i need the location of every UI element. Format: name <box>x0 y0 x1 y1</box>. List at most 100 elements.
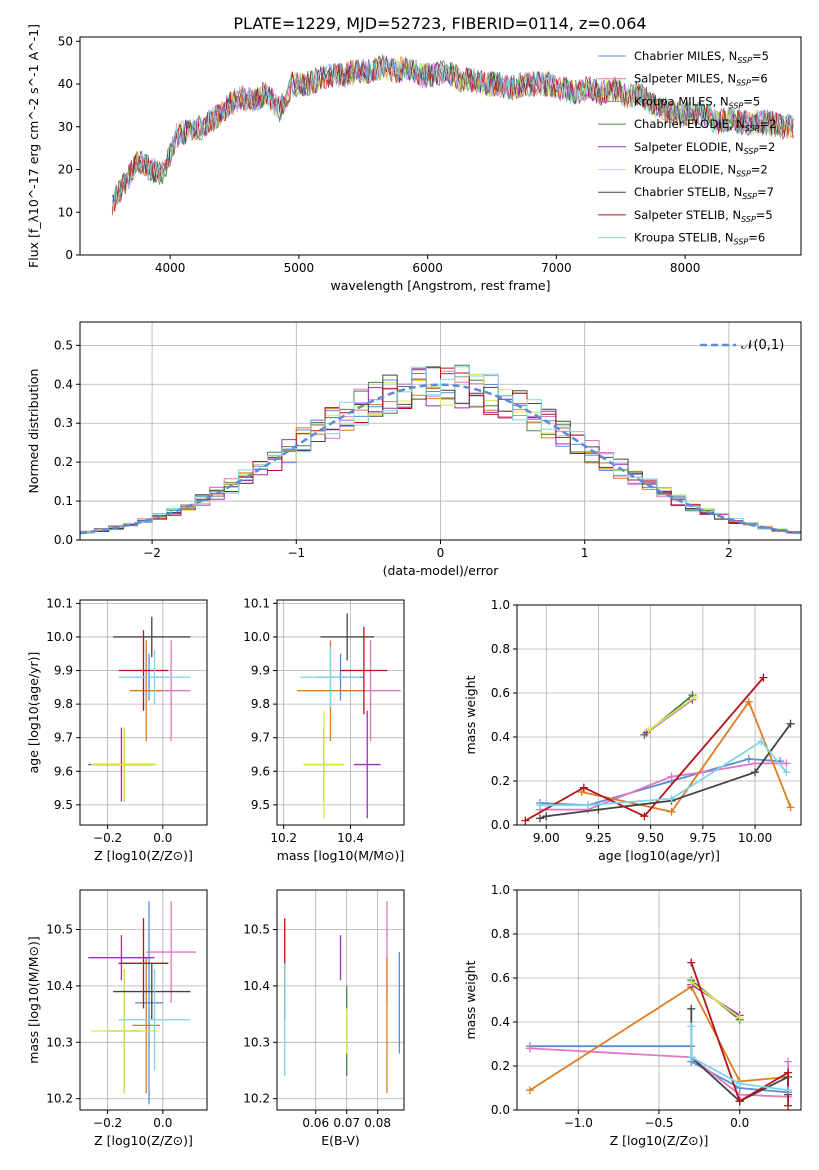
age-vs-mass-axes: 10.2 10.4 9.5 9.6 9.7 9.8 9.9 10.0 10.1 mass [log… <box>243 596 404 863</box>
x-axis-label: wavelength [Angstrom, rest frame] <box>330 278 550 293</box>
weight-line <box>648 696 696 732</box>
y-tick-label: 50 <box>58 34 73 48</box>
legend-entry: Kroupa MILES, NSSP=5 <box>634 94 760 110</box>
errorbar-point <box>113 616 191 658</box>
legend-entry: Kroupa ELODIE, NSSP=2 <box>634 163 768 179</box>
y-tick-label: 10.2 <box>46 1092 73 1106</box>
weight-marker <box>786 803 795 812</box>
weight-marker <box>521 816 530 825</box>
mass-weight-vs-age-plot <box>521 673 795 825</box>
x-tick-label: 8000 <box>670 261 701 275</box>
x-tick-label: 0.0 <box>730 1116 749 1130</box>
age-vs-Z-plot <box>88 616 191 802</box>
y-tick-label: 10.1 <box>243 596 270 610</box>
x-tick-label: −0.2 <box>93 1116 122 1130</box>
y-tick-label: 10.5 <box>243 922 270 936</box>
y-tick-label: 10.0 <box>243 630 270 644</box>
spectrum-line <box>111 56 794 208</box>
weight-marker <box>687 1004 696 1013</box>
residual-histogram-frame <box>79 321 802 541</box>
weight-marker <box>584 801 592 810</box>
x-tick-label: −1 <box>287 546 305 560</box>
mass-vs-ebv-frame <box>276 889 405 1111</box>
legend-entry: Chabrier MILES, NSSP=5 <box>634 49 769 65</box>
y-tick-label: 10.2 <box>243 1092 270 1106</box>
weight-marker <box>784 1068 793 1077</box>
y-tick-label: 10.4 <box>46 979 73 993</box>
x-axis-label: (data-model)/error <box>383 563 500 578</box>
mass-weight-vs-age-frame <box>516 604 802 826</box>
y-tick-label: 0.4 <box>491 730 510 744</box>
x-tick-label: 9.75 <box>689 831 716 845</box>
x-tick-label: 9.25 <box>585 831 612 845</box>
x-axis-label: Z [log10(Z/Z⊙)] <box>94 848 193 863</box>
x-axis-label: age [log10(age/yr)] <box>598 848 720 863</box>
normal-curve <box>80 383 801 535</box>
y-tick-label: 9.5 <box>54 798 73 812</box>
weight-marker <box>687 978 696 987</box>
y-tick-label: 0.4 <box>54 377 73 391</box>
errorbar-point <box>353 710 381 819</box>
spectrum-line <box>111 57 794 216</box>
legend-entry: Salpeter MILES, NSSP=6 <box>634 72 768 88</box>
x-tick-label: −0.5 <box>644 1116 673 1130</box>
weight-marker <box>759 673 768 682</box>
errorbar-point <box>146 901 196 1003</box>
errorbar-point <box>135 901 163 1105</box>
spectrum-frame <box>79 36 802 256</box>
y-tick-label: 1.0 <box>491 883 510 897</box>
mass-vs-Z-frame <box>79 889 208 1111</box>
weight-marker <box>782 768 791 777</box>
weight-marker <box>644 726 653 735</box>
y-tick-label: 9.9 <box>251 664 270 678</box>
y-tick-label: 10.3 <box>46 1035 73 1049</box>
errorbar-point <box>303 710 344 819</box>
x-axis-label: E(B-V) <box>321 1133 360 1148</box>
y-tick-label: 10.5 <box>46 922 73 936</box>
weight-marker <box>784 1101 793 1110</box>
y-tick-label: 0.2 <box>54 455 73 469</box>
weight-marker <box>687 1022 696 1031</box>
weight-marker <box>744 755 753 763</box>
x-axis-label: Z [log10(Z/Z⊙)] <box>94 1133 193 1148</box>
errorbar-point <box>88 935 155 981</box>
weight-marker <box>735 1013 744 1022</box>
weight-marker <box>667 772 676 781</box>
weight-marker <box>786 719 795 728</box>
weight-marker <box>735 1079 744 1088</box>
x-tick-label: −1.0 <box>564 1116 593 1130</box>
y-tick-label: 0 <box>65 248 73 262</box>
x-axis-label: mass [log10(M/M⊙)] <box>277 848 405 863</box>
weight-marker <box>525 1086 534 1095</box>
y-tick-label: 10 <box>58 205 73 219</box>
x-tick-label: 10.4 <box>337 831 364 845</box>
y-tick-label: 9.7 <box>251 731 270 745</box>
weight-marker <box>744 697 753 706</box>
weight-marker <box>751 759 760 768</box>
y-tick-label: 9.7 <box>54 731 73 745</box>
mass-weight-vs-Z-plot <box>525 958 793 1110</box>
y-tick-label: 20 <box>58 163 73 177</box>
y-axis-label: mass [log10(M/M⊙)] <box>26 936 41 1064</box>
errorbar-point <box>113 963 191 1020</box>
mass-weight-vs-Z-frame <box>516 889 802 1111</box>
weight-marker <box>784 1057 793 1066</box>
x-tick-label: 1 <box>581 546 589 560</box>
y-tick-label: 10.3 <box>243 1035 270 1049</box>
age-vs-Z-frame <box>79 599 208 826</box>
mass-vs-ebv-axes: 0.06 0.07 0.08 10.2 10.3 10.4 10.5 E(B-V) <box>243 890 404 1148</box>
x-tick-label: 0.0 <box>153 831 172 845</box>
x-tick-label: 9.00 <box>533 831 560 845</box>
y-tick-label: 0.4 <box>491 1015 510 1029</box>
weight-marker <box>640 812 649 821</box>
y-tick-label: 10.1 <box>46 596 73 610</box>
errorbar-point <box>118 630 169 711</box>
mass-vs-Z-plot <box>88 901 196 1105</box>
x-tick-label: −2 <box>143 546 161 560</box>
x-tick-label: 0 <box>437 546 445 560</box>
x-tick-label: 7000 <box>541 261 572 275</box>
histogram-step <box>80 366 801 534</box>
y-tick-label: 0.3 <box>54 416 73 430</box>
x-tick-label: 4000 <box>155 261 186 275</box>
weight-marker <box>667 807 676 816</box>
